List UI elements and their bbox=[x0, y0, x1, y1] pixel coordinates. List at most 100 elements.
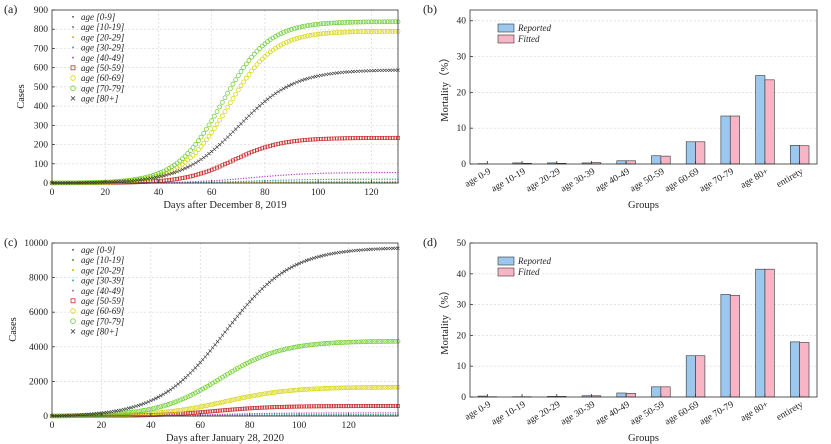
data-point bbox=[250, 406, 255, 411]
legend-marker bbox=[72, 269, 74, 271]
data-point bbox=[350, 414, 352, 416]
data-point bbox=[297, 261, 301, 266]
data-point bbox=[256, 176, 258, 178]
data-point bbox=[389, 180, 391, 183]
data-point bbox=[349, 172, 351, 174]
data-point bbox=[333, 412, 335, 414]
data-point bbox=[89, 180, 95, 185]
data-point bbox=[184, 181, 186, 183]
data-point bbox=[201, 130, 207, 136]
x-tick-label: 80 bbox=[260, 188, 270, 198]
data-point bbox=[314, 181, 317, 183]
data-point bbox=[390, 19, 396, 25]
data-point bbox=[297, 138, 302, 143]
data-point bbox=[343, 414, 345, 417]
data-point bbox=[282, 404, 287, 409]
data-point bbox=[286, 414, 288, 417]
data-point bbox=[389, 171, 391, 174]
data-point bbox=[154, 175, 158, 180]
data-point bbox=[319, 404, 324, 409]
data-point bbox=[280, 271, 284, 275]
data-point bbox=[167, 178, 172, 182]
legend-label: age [0-9] bbox=[81, 245, 116, 255]
data-point bbox=[207, 402, 213, 408]
x-tick-label: entirety bbox=[775, 400, 805, 423]
data-point bbox=[363, 339, 369, 345]
data-point bbox=[239, 154, 243, 159]
data-point bbox=[266, 412, 268, 415]
panel-2: 0 20 40 60 80 100 120 0 2000 4000 6000 8000 10000 Day… bbox=[8, 239, 401, 444]
data-point bbox=[249, 54, 254, 60]
data-point bbox=[167, 414, 169, 417]
data-point bbox=[304, 181, 306, 183]
data-point bbox=[331, 30, 337, 36]
data-point bbox=[188, 155, 193, 161]
x-tick-label: 20 bbox=[97, 421, 107, 431]
data-point bbox=[153, 405, 159, 411]
data-point bbox=[241, 79, 246, 85]
x-tick-label: age 10-19 bbox=[490, 167, 528, 195]
legend-marker bbox=[72, 289, 74, 292]
data-point bbox=[354, 172, 357, 174]
data-point bbox=[391, 404, 396, 408]
data-point bbox=[173, 181, 176, 183]
data-point bbox=[236, 413, 238, 415]
data-point bbox=[353, 385, 359, 390]
data-point bbox=[198, 134, 204, 140]
data-point bbox=[208, 180, 210, 182]
legend-swatch bbox=[497, 256, 515, 266]
data-point bbox=[215, 400, 220, 406]
data-point bbox=[332, 136, 337, 141]
data-point bbox=[268, 95, 272, 99]
data-point bbox=[171, 386, 175, 390]
data-point bbox=[207, 151, 211, 156]
data-point bbox=[222, 373, 228, 379]
data-point bbox=[316, 404, 321, 409]
x-tick-label: 60 bbox=[207, 188, 217, 198]
data-point bbox=[372, 414, 374, 416]
data-point bbox=[351, 69, 355, 74]
data-point bbox=[246, 414, 248, 416]
data-point bbox=[385, 19, 390, 25]
data-point bbox=[234, 414, 236, 416]
data-point bbox=[265, 97, 270, 101]
data-point bbox=[156, 175, 161, 179]
data-point bbox=[394, 178, 396, 180]
data-point bbox=[293, 181, 295, 183]
data-point bbox=[390, 135, 395, 140]
data-point bbox=[220, 408, 225, 413]
legend-label: age [30-39] bbox=[81, 276, 125, 286]
y-tick-label: 50 bbox=[457, 239, 467, 249]
data-point bbox=[345, 414, 347, 417]
data-point bbox=[298, 179, 301, 181]
data-point bbox=[334, 20, 340, 26]
data-point bbox=[341, 385, 346, 391]
data-point bbox=[281, 414, 283, 417]
y-tick-label: 6000 bbox=[29, 308, 48, 318]
data-point bbox=[321, 31, 326, 36]
data-point bbox=[348, 385, 354, 391]
x-tick-label: 120 bbox=[341, 421, 356, 431]
data-point bbox=[237, 178, 239, 180]
data-point bbox=[244, 360, 250, 366]
data-point bbox=[260, 146, 265, 151]
data-point bbox=[346, 339, 351, 345]
data-point bbox=[374, 136, 379, 140]
data-point bbox=[196, 363, 200, 367]
data-point bbox=[259, 176, 261, 178]
data-point bbox=[186, 165, 190, 169]
data-point bbox=[366, 29, 372, 34]
data-point bbox=[380, 135, 384, 140]
data-point bbox=[385, 135, 390, 140]
data-point bbox=[133, 409, 139, 415]
data-point bbox=[306, 181, 309, 183]
data-point bbox=[275, 274, 279, 279]
data-point bbox=[288, 174, 290, 176]
data-point bbox=[299, 34, 305, 40]
data-point bbox=[350, 29, 356, 35]
data-point bbox=[235, 407, 240, 412]
data-point bbox=[242, 406, 247, 411]
data-point bbox=[113, 412, 119, 418]
data-point bbox=[256, 181, 258, 183]
data-point bbox=[121, 407, 126, 412]
